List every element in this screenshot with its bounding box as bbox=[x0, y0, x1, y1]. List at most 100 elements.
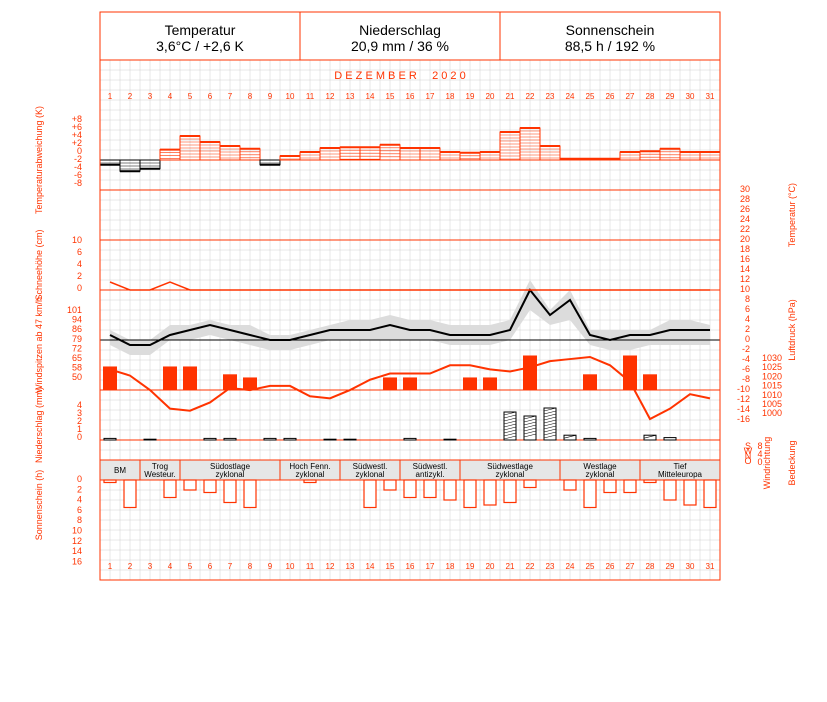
tick-wind: 101 bbox=[67, 305, 82, 315]
label-temperature: Temperatur (°C) bbox=[787, 183, 797, 247]
precipitation-hatch bbox=[503, 414, 517, 419]
tick-temperature: -4 bbox=[742, 354, 750, 364]
sunshine-bar bbox=[603, 479, 617, 494]
day-label-bottom: 14 bbox=[366, 562, 375, 571]
day-label-bottom: 17 bbox=[426, 562, 435, 571]
day-label-top: 18 bbox=[446, 92, 455, 101]
precipitation-bar bbox=[103, 437, 117, 441]
weather-type-label: Südwestlage bbox=[487, 462, 533, 471]
sunshine-bar bbox=[663, 479, 677, 501]
label-cloud-cover: Bedeckung bbox=[787, 440, 797, 485]
day-label-bottom: 28 bbox=[646, 562, 655, 571]
tick-cloud: 4 bbox=[757, 449, 762, 459]
tick-snow: 10 bbox=[72, 235, 82, 245]
day-label-bottom: 11 bbox=[306, 562, 315, 571]
header-box-temperature: Temperatur 3,6°C / +2,6 K bbox=[100, 12, 300, 60]
precipitation-hatch bbox=[523, 415, 537, 420]
tick-temp-deviation: -2 bbox=[74, 154, 82, 164]
weather-type-label: Südwestl. bbox=[413, 462, 448, 471]
tick-sunshine: 6 bbox=[77, 505, 82, 515]
sunshine-bar bbox=[303, 479, 317, 484]
day-label-top: 4 bbox=[168, 92, 173, 101]
sunshine-bar bbox=[363, 479, 377, 509]
day-label-top: 26 bbox=[606, 92, 615, 101]
tick-sunshine: 10 bbox=[72, 526, 82, 536]
tick-temp-deviation: +6 bbox=[72, 122, 82, 132]
wind-gust-bar bbox=[463, 377, 477, 390]
day-label-top: 28 bbox=[646, 92, 655, 101]
weather-type-label: Westeur. bbox=[144, 470, 175, 479]
day-label-top: 3 bbox=[148, 92, 153, 101]
weather-type-label: zyklonal bbox=[496, 470, 525, 479]
day-label-bottom: 23 bbox=[546, 562, 555, 571]
sunshine-bar bbox=[463, 479, 477, 509]
tick-wind: 86 bbox=[72, 324, 82, 334]
header-sunshine-value: 88,5 h / 192 % bbox=[564, 38, 656, 54]
tick-sunshine: 0 bbox=[77, 474, 82, 484]
label-wind: Windspitzen ab 47 km/h bbox=[34, 297, 44, 393]
day-label-bottom: 20 bbox=[486, 562, 495, 571]
day-label-top: 13 bbox=[346, 92, 355, 101]
tick-temperature: 28 bbox=[740, 194, 750, 204]
day-label-top: 24 bbox=[566, 92, 575, 101]
precipitation-hatch bbox=[543, 425, 557, 430]
precipitation-hatch bbox=[543, 419, 557, 424]
day-label-top: 20 bbox=[486, 92, 495, 101]
tick-temp-deviation: -8 bbox=[74, 178, 82, 188]
tick-sunshine: 12 bbox=[72, 536, 82, 546]
precipitation-bars bbox=[103, 407, 677, 441]
day-label-bottom: 13 bbox=[346, 562, 355, 571]
sunshine-bar bbox=[483, 479, 497, 506]
tick-temperature: 22 bbox=[740, 224, 750, 234]
tick-pressure: 1025 bbox=[762, 362, 782, 372]
tick-sunshine: 16 bbox=[72, 556, 82, 566]
wind-gust-bar bbox=[623, 355, 637, 390]
precipitation-hatch bbox=[523, 430, 537, 435]
tick-precip: 0 bbox=[77, 432, 82, 442]
weather-type-label: zyklonal bbox=[586, 470, 615, 479]
precipitation-hatch bbox=[543, 422, 557, 427]
weather-type-label: Mitteleuropa bbox=[658, 470, 703, 479]
day-label-bottom: 26 bbox=[606, 562, 615, 571]
sunshine-bar bbox=[403, 479, 417, 499]
precipitation-hatch bbox=[523, 427, 537, 432]
tick-temp-deviation: +4 bbox=[72, 130, 82, 140]
tick-pressure: 1030 bbox=[762, 353, 782, 363]
precipitation-hatch bbox=[503, 435, 517, 440]
day-label-top: 25 bbox=[586, 92, 595, 101]
day-label-bottom: 4 bbox=[168, 562, 173, 571]
wind-gust-bars bbox=[103, 355, 657, 390]
temperature-range bbox=[100, 280, 720, 355]
label-precip: Niederschlag (mm) bbox=[34, 387, 44, 463]
day-label-bottom: 8 bbox=[248, 562, 253, 571]
wind-gust-bar bbox=[483, 377, 497, 390]
sunshine-bar bbox=[523, 479, 537, 489]
tick-temperature: -10 bbox=[737, 384, 750, 394]
day-label-top: 27 bbox=[626, 92, 635, 101]
day-labels-top: 1 2 3 4 5 6 7 8 9 10 11 12 13 14 15 16 17 18 19 20 21 22 23 24 2… bbox=[108, 92, 715, 101]
sunshine-bar bbox=[683, 479, 697, 506]
precipitation-bar bbox=[223, 437, 237, 441]
day-label-top: 21 bbox=[506, 92, 515, 101]
wind-gust-bar bbox=[523, 355, 537, 390]
wind-gust-bar bbox=[243, 377, 257, 390]
precipitation-hatch bbox=[563, 434, 577, 439]
day-label-top: 5 bbox=[188, 92, 193, 101]
sunshine-bar bbox=[383, 479, 397, 491]
wind-gust-bar bbox=[403, 377, 417, 390]
tick-temp-deviation: +2 bbox=[72, 138, 82, 148]
precipitation-bar bbox=[203, 437, 217, 441]
sunshine-bar bbox=[223, 479, 237, 504]
precipitation-hatch bbox=[503, 423, 517, 428]
day-label-bottom: 24 bbox=[566, 562, 575, 571]
label-snow: Schneehöhe (cm) bbox=[34, 229, 44, 300]
precipitation-hatch bbox=[503, 432, 517, 437]
tick-temperature: 18 bbox=[740, 244, 750, 254]
tick-temperature: -16 bbox=[737, 414, 750, 424]
tick-wind: 50 bbox=[72, 372, 82, 382]
precipitation-hatch bbox=[543, 413, 557, 418]
precipitation-bar bbox=[283, 437, 297, 441]
tick-wind: 94 bbox=[72, 315, 82, 325]
sunshine-bar bbox=[643, 479, 657, 484]
